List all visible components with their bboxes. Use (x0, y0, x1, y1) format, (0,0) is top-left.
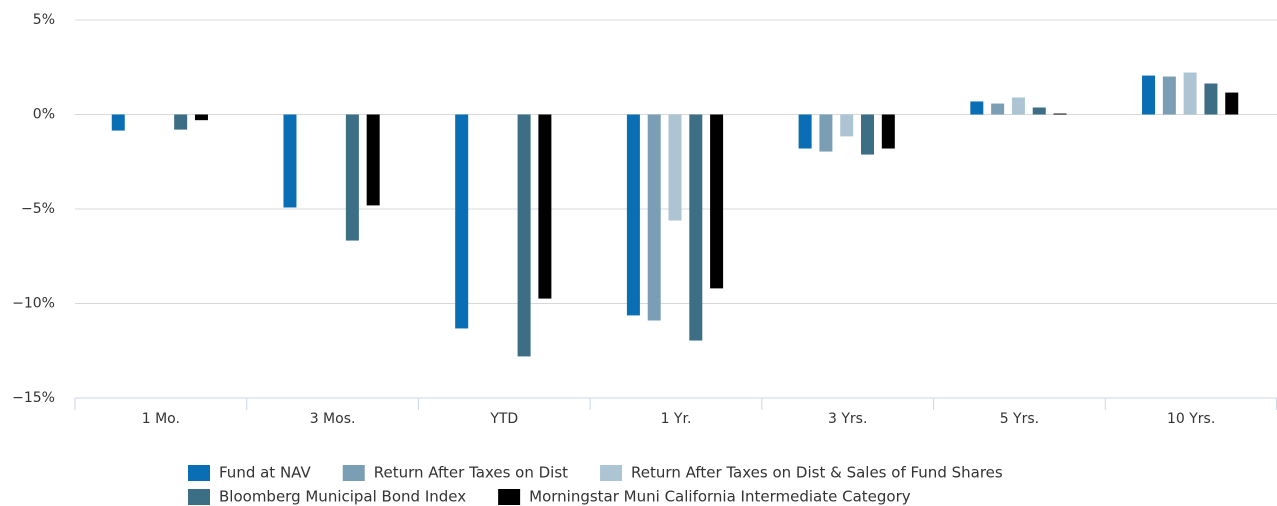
legend-swatch (342, 465, 365, 481)
legend: Fund at NAV Return After Taxes on Dist Ret… (188, 464, 1003, 506)
y-tick-label: −15% (12, 390, 55, 406)
y-tick-label: 0% (33, 107, 55, 123)
y-tick-label: −10% (12, 296, 55, 312)
bar (194, 114, 208, 121)
legend-label: Morningstar Muni California Intermediate… (529, 488, 911, 506)
bar (1032, 107, 1046, 115)
bar (1183, 72, 1197, 115)
bar (174, 114, 188, 130)
bar (798, 114, 812, 149)
bar (840, 114, 854, 137)
x-tick-label: 1 Yr. (661, 411, 692, 427)
bar (710, 114, 724, 289)
bar (111, 114, 125, 131)
bar (283, 114, 297, 208)
bar (881, 114, 895, 149)
bar (991, 103, 1005, 115)
bar (1204, 83, 1218, 115)
bar (861, 114, 875, 155)
bar (668, 114, 682, 221)
x-tick-label: 10 Yrs. (1167, 411, 1215, 427)
legend-label: Fund at NAV (219, 464, 311, 482)
x-tick-label: 3 Yrs. (828, 411, 867, 427)
legend-swatch (498, 489, 521, 505)
bar (517, 114, 531, 357)
bar (1142, 75, 1156, 115)
x-tick-label: 1 Mo. (142, 411, 180, 427)
y-tick-label: 5% (33, 12, 55, 28)
x-tick-label: 3 Mos. (310, 411, 356, 427)
legend-swatch (188, 465, 210, 481)
bar (647, 114, 661, 321)
bar (366, 114, 380, 206)
legend-label: Return After Taxes on Dist (374, 464, 568, 482)
bar (970, 101, 984, 115)
bar (345, 114, 359, 241)
legend-label: Bloomberg Municipal Bond Index (219, 488, 466, 506)
bar (626, 114, 640, 316)
bar (819, 114, 833, 152)
bar (689, 114, 703, 341)
bar (1053, 113, 1067, 115)
legend-swatch (188, 489, 210, 505)
x-tick-label: YTD (489, 411, 518, 427)
y-tick-label: −5% (21, 201, 55, 217)
bar (1011, 97, 1025, 115)
legend-label: Return After Taxes on Dist & Sales of Fu… (631, 464, 1003, 482)
bar (1162, 76, 1176, 115)
legend-swatch (600, 465, 623, 481)
bar (1225, 92, 1239, 115)
x-tick-label: 5 Yrs. (1000, 411, 1039, 427)
bar (538, 114, 552, 299)
bar (455, 114, 469, 329)
